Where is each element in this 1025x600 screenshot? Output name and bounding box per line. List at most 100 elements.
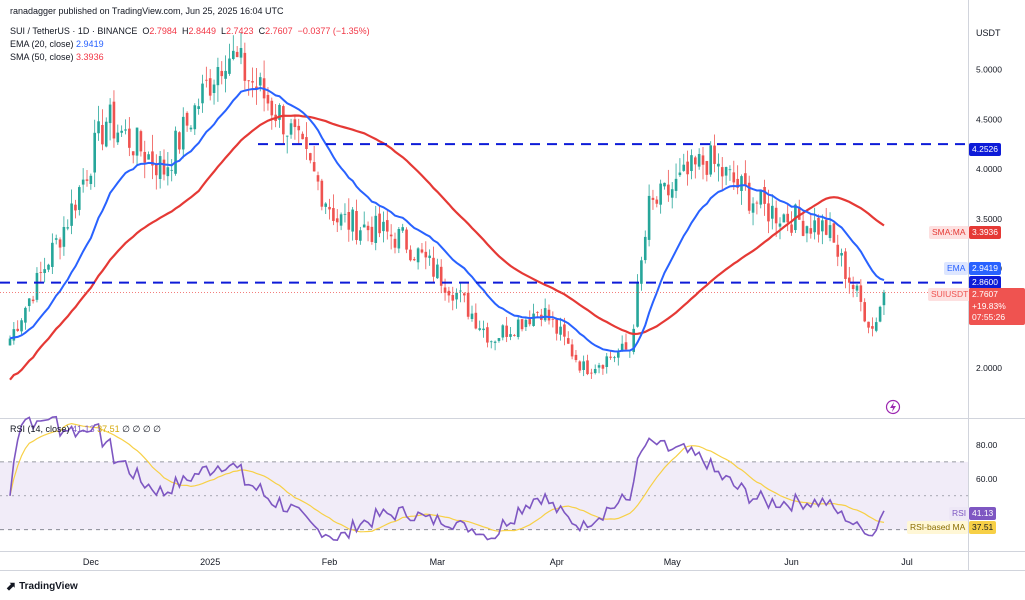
candle-body [258, 77, 262, 86]
published-line: ranadagger published on TradingView.com,… [10, 6, 284, 16]
time-tick-label: Jun [784, 557, 799, 567]
lightning-icon[interactable] [885, 399, 901, 415]
rsi-line [9, 415, 885, 542]
candle-body [686, 161, 689, 175]
candle-body [751, 203, 755, 213]
candle-body [501, 325, 505, 338]
candle-body [305, 137, 308, 149]
candle-body [528, 319, 532, 325]
sma-name-tag: SMA:MA [929, 226, 969, 239]
candle-body [547, 309, 551, 321]
symbol-title[interactable]: SUI / TetherUS · 1D · BINANCE [10, 26, 138, 36]
candle-body [574, 354, 578, 361]
candle-body [474, 312, 478, 329]
ema-value-tag: 2.9419 [969, 262, 1001, 275]
candle-body [270, 100, 274, 116]
candle-body [174, 130, 177, 174]
candle-body [717, 163, 720, 167]
candle-body [651, 197, 655, 200]
candle-body [732, 172, 736, 183]
candle-body [131, 151, 135, 156]
rsi-legend[interactable]: RSI (14, close) 41.13 37.51 ∅ ∅ ∅ ∅ [10, 424, 161, 435]
candle-body [774, 207, 778, 224]
candle-body [705, 161, 709, 175]
candle-body [401, 227, 404, 231]
candle-body [251, 81, 254, 83]
candle-body [559, 326, 562, 335]
candle-body [590, 372, 593, 374]
candles-group [8, 32, 886, 379]
candle-body [51, 242, 54, 267]
candle-body [43, 269, 46, 274]
candle-body [74, 204, 77, 211]
candle-body [632, 328, 635, 352]
candle-body [147, 154, 150, 160]
candle-body [62, 226, 66, 247]
published-text: ranadagger published on TradingView.com,… [10, 6, 284, 16]
ema-legend-value: 2.9419 [76, 39, 104, 49]
rsi-axis[interactable]: 80.00 60.00 [976, 440, 998, 484]
candle-body [120, 130, 123, 133]
candle-body [224, 70, 227, 79]
candle-body [197, 106, 200, 109]
candle-body [678, 172, 682, 176]
symbol-line: SUI / TetherUS · 1D · BINANCE O2.7984 H2… [10, 26, 370, 36]
candle-body [151, 151, 154, 166]
candle-body [755, 202, 759, 204]
candle-body [439, 266, 443, 286]
candle-body [747, 182, 751, 211]
candle-body [239, 47, 243, 58]
candle-body [343, 213, 347, 215]
candle-body [694, 157, 697, 165]
price-axis[interactable]: 5.00004.50004.00003.50003.00002.50002.00… [976, 65, 1002, 373]
time-tick-label: Feb [322, 557, 338, 567]
candle-body [58, 239, 62, 248]
candle-body [436, 264, 439, 279]
rsi-tick-label: 60.00 [976, 474, 998, 484]
candle-body [166, 167, 170, 177]
candle-body [489, 341, 493, 343]
candle-body [532, 313, 535, 326]
candle-body [316, 175, 320, 182]
ohlc-high: 2.8449 [188, 26, 216, 36]
candle-body [763, 187, 766, 204]
candle-body [339, 214, 343, 226]
candle-body [389, 234, 393, 237]
candle-body [593, 368, 597, 374]
time-tick-label: Dec [83, 557, 100, 567]
candle-body [570, 344, 574, 357]
candle-body [520, 319, 524, 330]
candle-body [724, 167, 728, 176]
price-tick-label: 4.0000 [976, 164, 1002, 174]
time-axis[interactable]: Dec 2025 Feb Mar Apr May Jun Jul [83, 557, 913, 567]
candle-body [143, 151, 147, 163]
candle-body [482, 328, 485, 331]
candle-body [855, 285, 859, 291]
price-pane[interactable] [0, 0, 968, 418]
sma-legend[interactable]: SMA (50, close) 3.3936 [10, 52, 104, 62]
candle-body [524, 319, 528, 328]
candle-body [8, 338, 12, 346]
candle-body [543, 308, 547, 321]
candle-body [624, 342, 628, 350]
candle-body [478, 328, 481, 330]
candle-body [208, 78, 212, 96]
candle-body [212, 84, 216, 94]
candle-body [54, 238, 58, 240]
candle-body [582, 361, 585, 370]
tradingview-logo[interactable]: ⬈ TradingView [6, 579, 78, 593]
candle-body [617, 352, 620, 358]
candle-body [786, 213, 789, 223]
candle-body [447, 290, 451, 296]
candle-body [20, 320, 23, 332]
candle-body [670, 189, 674, 198]
candle-body [228, 58, 231, 74]
ema-legend[interactable]: EMA (20, close) 2.9419 [10, 39, 104, 49]
candle-body [609, 356, 612, 358]
ema-20-line [9, 86, 885, 353]
candle-body [285, 135, 289, 137]
candle-body [844, 251, 847, 279]
candle-body [393, 238, 397, 248]
candle-body [97, 121, 100, 134]
